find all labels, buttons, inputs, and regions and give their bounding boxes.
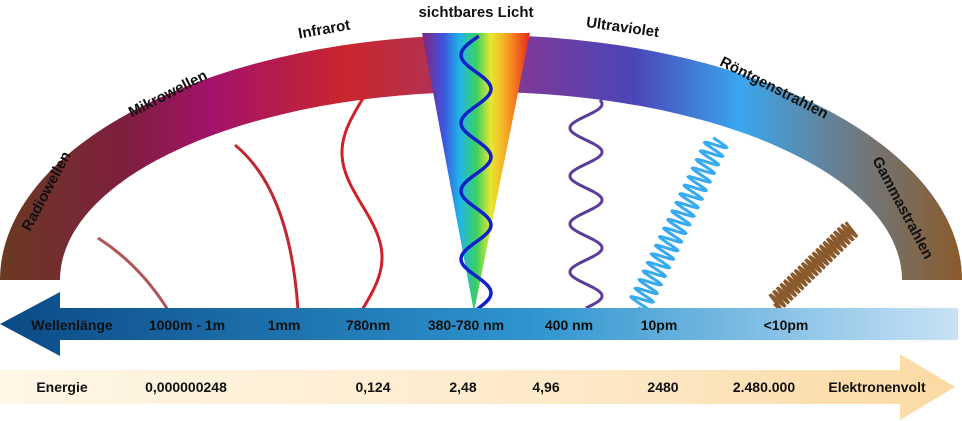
energy-value: 0,124 — [355, 379, 390, 395]
wavelength-value: 380-780 nm — [428, 317, 504, 333]
xray-wave — [629, 136, 729, 313]
energy-unit: Elektronenvolt — [828, 379, 926, 395]
band-label-visible: sichtbares Licht — [418, 4, 533, 21]
energy-arrow — [0, 354, 955, 420]
wavelength-value: 10pm — [641, 317, 678, 333]
infrared-wave — [340, 97, 384, 311]
wavelength-value: <10pm — [764, 317, 809, 333]
energy-value: 2,48 — [449, 379, 476, 395]
radio-wave — [97, 236, 170, 311]
microwave-wave — [234, 143, 300, 311]
visible-light-wave — [459, 34, 493, 312]
band-label-uv: Ultraviolet — [585, 14, 660, 41]
energy-value: 4,96 — [532, 379, 559, 395]
wavelength-axis-label: Wellenlänge — [31, 317, 113, 333]
energy-axis-label: Energie — [36, 379, 88, 395]
energy-value: 2.480.000 — [733, 379, 795, 395]
band-label-infrared: Infrarot — [297, 17, 352, 43]
energy-value: 0,000000248 — [145, 379, 227, 395]
gamma-wave — [768, 221, 859, 312]
wavelength-value: 780nm — [346, 317, 390, 333]
wavelength-value: 400 nm — [545, 317, 593, 333]
ultraviolet-wave — [568, 98, 604, 310]
wavelength-value: 1mm — [268, 317, 301, 333]
wavelength-arrow — [0, 292, 958, 356]
wavelength-value: 1000m - 1m — [149, 317, 225, 333]
spectrum-arc — [0, 35, 962, 280]
energy-value: 2480 — [647, 379, 678, 395]
